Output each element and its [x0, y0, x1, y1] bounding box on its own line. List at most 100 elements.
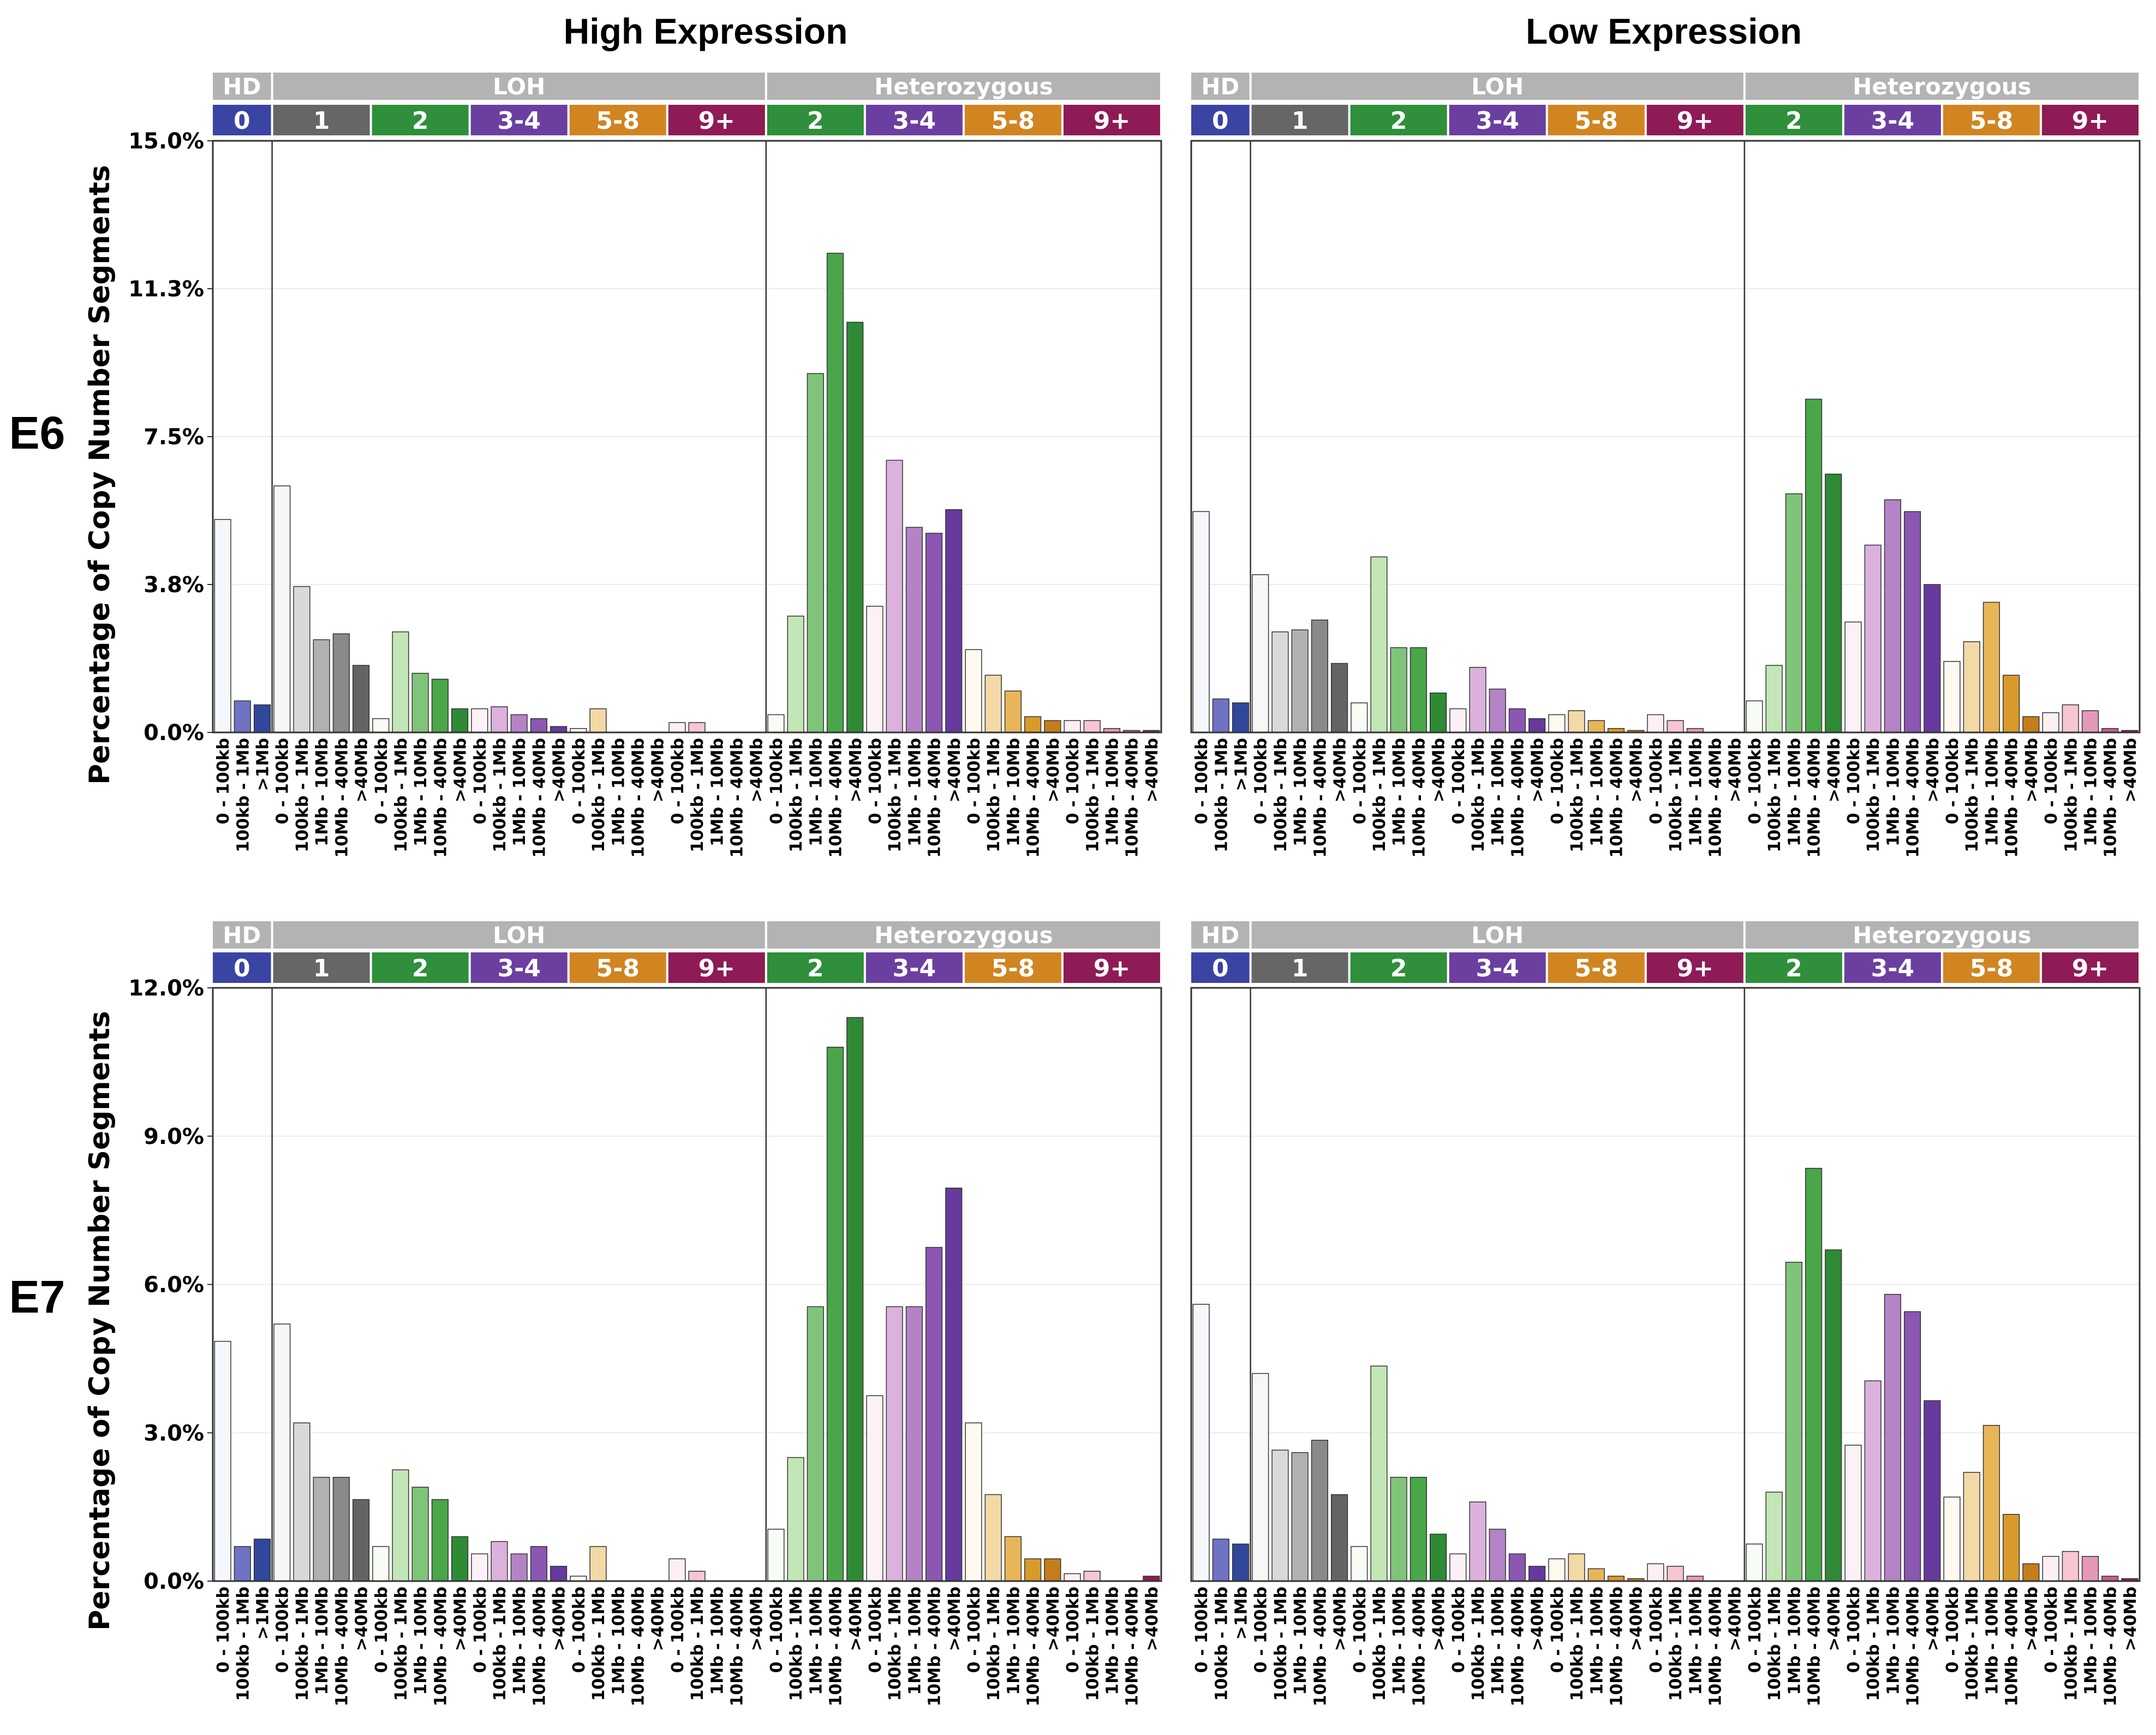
bar-loh-2-3: [431, 1499, 449, 1582]
bar-heterozygous-2-4: [1825, 1249, 1842, 1582]
bar-loh-1-4: [352, 1499, 370, 1582]
x-tick-label: 1Mb - 10Mb: [1686, 1587, 1705, 1695]
x-tick-label: 100kb - 1Mb: [491, 1587, 510, 1701]
strip-hd: [213, 73, 271, 100]
row-label-e6: E6: [9, 407, 65, 458]
x-tick-label: 0 - 100kb: [1844, 738, 1864, 824]
cn-strip-2: [767, 105, 864, 135]
cn-strip-label: 5-8: [1575, 955, 1619, 982]
strip-loh: [273, 73, 765, 100]
bar-loh-5-8-2: [1587, 720, 1605, 733]
strip-heterozygous: [767, 73, 1160, 100]
bar-heterozygous-9+-1: [2062, 704, 2079, 733]
x-tick-label: 0 - 100kb: [1943, 738, 1962, 824]
x-tick-label: 100kb - 1Mb: [1765, 1587, 1784, 1701]
bar-hd-0-1: [234, 1546, 251, 1582]
bar-hd-0-0: [214, 1340, 231, 1582]
x-tick-label: 0 - 100kb: [1252, 738, 1271, 824]
x-tick-label: 100kb - 1Mb: [1469, 1587, 1488, 1701]
x-tick-label: 10Mb - 40Mb: [1123, 738, 1142, 858]
bar-loh-1-0: [273, 485, 291, 733]
bar-loh-2-0: [372, 718, 390, 733]
cn-strip-9+: [668, 105, 765, 135]
bar-loh-2-2: [1390, 647, 1407, 733]
cn-strip-0: [213, 952, 271, 983]
x-tick-label: 10Mb - 40Mb: [1607, 738, 1626, 858]
x-tick-label: 1Mb - 10Mb: [1291, 1587, 1310, 1695]
x-tick-label: 1Mb - 10Mb: [708, 1587, 727, 1695]
bar-hd-0-2: [253, 704, 271, 733]
x-tick-label: 0 - 100kb: [1252, 1587, 1271, 1673]
x-tick-label: >40Mb: [748, 1587, 767, 1651]
x-tick-label: 0 - 100kb: [1548, 1587, 1567, 1673]
cn-strip-5-8: [1943, 952, 2040, 983]
x-tick-label: 0 - 100kb: [372, 1587, 391, 1673]
x-tick-label: 0 - 100kb: [1844, 1587, 1864, 1673]
row-label-e7: E7: [9, 1271, 65, 1322]
panel-frame: [1190, 140, 2141, 734]
cn-strip-5-8: [1548, 952, 1645, 983]
x-tick-label: 100kb - 1Mb: [1271, 738, 1291, 852]
bar-loh-2-3: [1410, 647, 1427, 733]
cn-strip-label: 2: [807, 955, 824, 982]
bar-loh-2-0: [372, 1546, 390, 1582]
x-tick-label: >40Mb: [1331, 738, 1350, 802]
bar-heterozygous-5-8-1: [1963, 641, 1980, 733]
bar-heterozygous-5-8-4: [1044, 720, 1061, 733]
cn-strip-label: 1: [1292, 955, 1309, 982]
cn-strip-5-8: [569, 105, 666, 135]
bar-loh-1-0: [273, 1323, 291, 1582]
panel-e6-high: HD LOH Heterozygous 0 1 2 3-4 5-8 9+ 2 3-4 5-8 9+ 0.0…: [128, 73, 1162, 858]
x-tick-label: 1Mb - 10Mb: [1884, 1587, 1903, 1695]
x-tick-label: >40Mb: [1924, 738, 1943, 802]
bar-heterozygous-9+-0: [1064, 1573, 1081, 1582]
bar-heterozygous-5-8-2: [1004, 1536, 1022, 1582]
x-tick-label: >40Mb: [2022, 738, 2041, 802]
x-tick-label: 100kb - 1Mb: [1370, 1587, 1389, 1701]
cn-strip-3-4: [470, 105, 568, 135]
x-tick-label: 1Mb - 10Mb: [2081, 1587, 2100, 1695]
x-tick-label: 0 - 100kb: [1746, 1587, 1765, 1673]
bar-loh-9+-1: [1667, 720, 1684, 733]
x-tick-label: 1Mb - 10Mb: [411, 1587, 431, 1695]
cn-strip-label: 2: [1390, 955, 1407, 982]
x-tick-label: >1Mb: [1232, 1587, 1251, 1639]
bar-heterozygous-5-8-3: [2003, 675, 2020, 733]
x-tick-label: 10Mb - 40Mb: [2003, 1587, 2022, 1707]
strip-heterozygous: [767, 921, 1160, 949]
x-tick-label: 100kb - 1Mb: [1212, 738, 1231, 852]
x-tick-label: 1Mb - 10Mb: [807, 1587, 826, 1695]
x-tick-label: >40Mb: [353, 738, 372, 802]
bar-loh-3-4-0: [471, 708, 488, 733]
cn-strip-2: [1745, 952, 1842, 983]
bar-loh-3-4-2: [510, 1553, 528, 1582]
bar-heterozygous-3-4-0: [866, 605, 883, 733]
x-tick-label: 10Mb - 40Mb: [332, 738, 351, 858]
x-tick-label: 100kb - 1Mb: [787, 1587, 806, 1701]
bar-heterozygous-2-2: [807, 373, 824, 733]
cn-strip-3-4: [1844, 105, 1941, 135]
x-tick-label: 1Mb - 10Mb: [1587, 1587, 1606, 1695]
x-tick-label: >40Mb: [2022, 1587, 2041, 1651]
x-tick-label: 10Mb - 40Mb: [629, 1587, 648, 1707]
cn-strip-5-8: [964, 952, 1061, 983]
cn-strip-label: 2: [1785, 107, 1802, 135]
x-tick-label: 0 - 100kb: [273, 738, 292, 824]
bar-heterozygous-5-8-0: [965, 649, 982, 733]
x-tick-label: 1Mb - 10Mb: [905, 1587, 924, 1695]
x-tick-label: 1Mb - 10Mb: [905, 738, 924, 846]
cn-strip-label: 0: [234, 955, 250, 982]
bar-heterozygous-9+-2: [2081, 710, 2099, 733]
cn-strip-0: [1191, 952, 1250, 983]
x-tick-label: 10Mb - 40Mb: [827, 1587, 846, 1707]
cn-strip-label: 0: [1212, 107, 1229, 135]
bar-heterozygous-9+-1: [1083, 720, 1101, 733]
bar-loh-3-4-4: [1528, 1566, 1546, 1582]
bar-heterozygous-3-4-4: [1924, 1400, 1941, 1582]
bar-loh-2-2: [411, 1487, 429, 1582]
bar-hd-0-0: [214, 519, 231, 733]
x-tick-label: 1Mb - 10Mb: [1390, 1587, 1409, 1695]
strip-label-hd: HD: [1201, 73, 1239, 100]
cn-strip-9+: [668, 952, 765, 983]
cn-strip-label: 3-4: [1871, 107, 1915, 135]
